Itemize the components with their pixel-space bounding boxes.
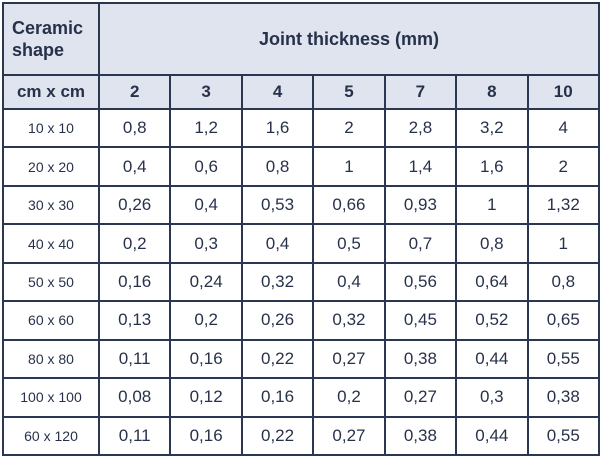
value-cell: 1 [312,146,386,187]
value-cell: 0,3 [455,377,529,418]
value-cell: 1 [455,184,529,226]
thickness-table: Ceramic shape Joint thickness (mm) cm x c… [2,2,601,456]
value-cell: 2,8 [383,107,458,149]
table-row: 60 x 120 0,11 0,16 0,22 0,27 0,38 0,44 0,55 [2,415,601,456]
table-row: 60 x 60 0,13 0,2 0,26 0,32 0,45 0,52 0,65 [2,300,601,341]
value-cell: 1 [526,223,601,264]
thickness-header: 3 [169,74,243,110]
value-cell: 0,27 [312,415,386,456]
value-cell: 0,56 [383,261,458,303]
shape-label: shape [12,40,65,60]
shape-cell: 80 x 80 [2,338,100,380]
value-cell: 1,6 [240,107,315,149]
value-cell: 0,8 [526,261,601,303]
value-cell: 0,65 [526,300,601,341]
value-cell: 0,26 [240,300,315,341]
shape-cell: 20 x 20 [2,146,100,187]
value-cell: 0,2 [312,377,386,418]
value-cell: 0,44 [455,415,529,456]
thickness-header: 4 [240,74,315,110]
header-row: Ceramic shape Joint thickness (mm) [2,2,600,76]
value-cell: 0,12 [169,377,243,418]
shape-cell: 30 x 30 [2,184,100,226]
shape-label: Ceramic [12,18,84,38]
value-cell: 0,38 [526,377,601,418]
shape-cell: 50 x 50 [2,261,100,303]
value-cell: 0,11 [97,415,172,456]
value-cell: 0,44 [455,338,529,380]
value-cell: 0,24 [169,261,243,303]
thickness-header: 10 [526,74,601,110]
thickness-header: 5 [312,74,386,110]
value-cell: 0,08 [97,377,172,418]
table-row: 30 x 30 0,26 0,4 0,53 0,66 0,93 1 1,32 [2,184,601,226]
value-cell: 0,32 [240,261,315,303]
value-cell: 0,55 [526,338,601,380]
value-cell: 2 [312,107,386,149]
table-row: 10 x 10 0,8 1,2 1,6 2 2,8 3,2 4 [2,107,601,149]
thickness-header: 8 [455,74,529,110]
table-row: 50 x 50 0,16 0,24 0,32 0,4 0,56 0,64 0,8 [2,261,601,303]
table-row: 100 x 100 0,08 0,12 0,16 0,2 0,27 0,3 0,38 [2,377,601,418]
value-cell: 0,16 [97,261,172,303]
value-cell: 0,38 [383,415,458,456]
value-cell: 0,45 [383,300,458,341]
table-row: 80 x 80 0,11 0,16 0,22 0,27 0,38 0,44 0,55 [2,338,601,380]
value-cell: 0,2 [169,300,243,341]
value-cell: 0,4 [169,184,243,226]
thickness-header: 2 [97,74,172,110]
value-cell: 0,3 [169,223,243,264]
value-cell: 0,4 [240,223,315,264]
table-row: 20 x 20 0,4 0,6 0,8 1 1,4 1,6 2 [2,146,601,187]
shape-header: Ceramic shape [2,2,100,76]
value-cell: 0,55 [526,415,601,456]
value-cell: 0,22 [240,415,315,456]
value-cell: 1,6 [455,146,529,187]
value-cell: 0,16 [240,377,315,418]
shape-cell: 60 x 60 [2,300,100,341]
subheader-row: cm x cm 2 3 4 5 7 8 10 [2,74,601,110]
value-cell: 4 [526,107,601,149]
shape-cell: 60 x 120 [2,415,100,456]
value-cell: 0,5 [312,223,386,264]
value-cell: 0,13 [97,300,172,341]
value-cell: 0,11 [97,338,172,380]
value-cell: 0,22 [240,338,315,380]
value-cell: 0,16 [169,338,243,380]
joint-header: Joint thickness (mm) [98,2,600,76]
value-cell: 3,2 [455,107,529,149]
value-cell: 0,4 [97,146,172,187]
value-cell: 2 [526,146,601,187]
table-body: 10 x 10 0,8 1,2 1,6 2 2,8 3,2 4 20 x 20 0,4 0,6 0,8… [2,107,601,456]
value-cell: 0,52 [455,300,529,341]
value-cell: 0,8 [97,107,172,149]
value-cell: 1,4 [383,146,458,187]
shape-cell: 100 x 100 [2,377,100,418]
value-cell: 0,38 [383,338,458,380]
table-row: 40 x 40 0,2 0,3 0,4 0,5 0,7 0,8 1 [2,223,601,264]
value-cell: 0,32 [312,300,386,341]
value-cell: 0,6 [169,146,243,187]
value-cell: 0,4 [312,261,386,303]
thickness-header: 7 [383,74,458,110]
value-cell: 1,2 [169,107,243,149]
value-cell: 0,2 [97,223,172,264]
value-cell: 1,32 [526,184,601,226]
unit-label: cm x cm [2,74,100,110]
value-cell: 0,8 [240,146,315,187]
value-cell: 0,64 [455,261,529,303]
value-cell: 0,66 [312,184,386,226]
value-cell: 0,27 [312,338,386,380]
value-cell: 0,16 [169,415,243,456]
shape-cell: 10 x 10 [2,107,100,149]
shape-cell: 40 x 40 [2,223,100,264]
value-cell: 0,53 [240,184,315,226]
value-cell: 0,8 [455,223,529,264]
value-cell: 0,26 [97,184,172,226]
value-cell: 0,27 [383,377,458,418]
value-cell: 0,7 [383,223,458,264]
value-cell: 0,93 [383,184,458,226]
